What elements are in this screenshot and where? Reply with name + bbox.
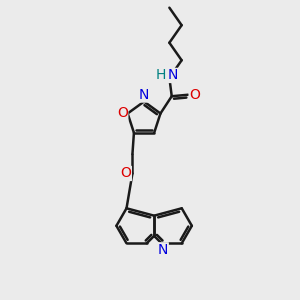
Text: O: O (121, 167, 131, 181)
Text: N: N (139, 88, 149, 102)
Text: H: H (156, 68, 166, 83)
Text: O: O (189, 88, 200, 102)
Text: O: O (117, 106, 128, 121)
Text: N: N (167, 68, 178, 83)
Text: N: N (158, 243, 168, 257)
